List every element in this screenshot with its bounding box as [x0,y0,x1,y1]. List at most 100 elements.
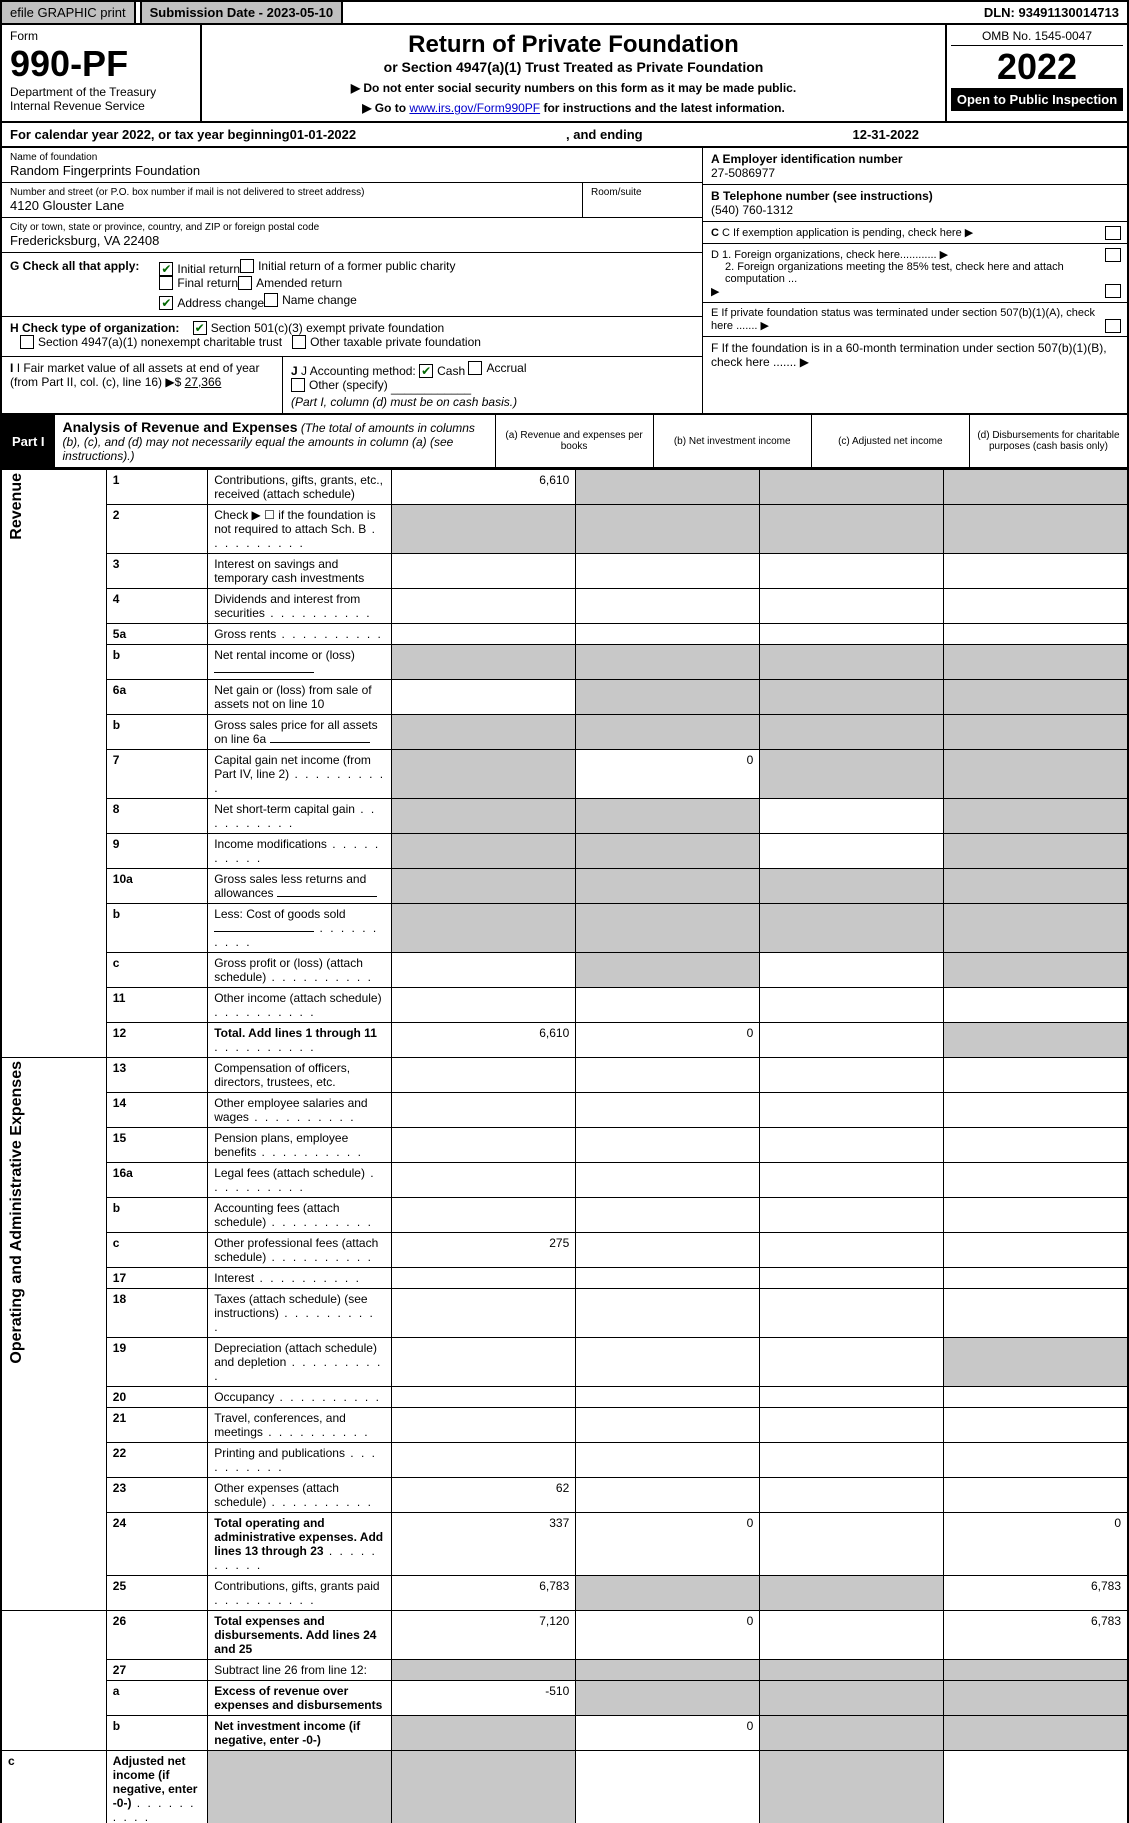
cell-c-a [392,953,576,988]
cell-12-c [760,1023,944,1058]
cell-b-dv [944,1716,1128,1751]
cell-2-b [576,505,760,554]
table-row: 20Occupancy [1,1387,1128,1408]
cell-25-dv: 6,783 [944,1576,1128,1611]
col-b-header: (b) Net investment income [653,415,811,467]
cell-5a-b [576,624,760,645]
cell-b-c [760,645,944,680]
table-row: cOther professional fees (attach schedul… [1,1233,1128,1268]
g-checkbox-1[interactable] [240,259,254,273]
cell-9-dv [944,834,1128,869]
cell-b-a [392,1198,576,1233]
cell-25-c [760,1576,944,1611]
header-right: OMB No. 1545-0047 2022 Open to Public In… [947,25,1127,121]
cell-13-dv [944,1058,1128,1093]
cell-1-dv [944,470,1128,505]
cell-22-a [392,1443,576,1478]
foundation-name: Name of foundation Random Fingerprints F… [2,148,702,183]
cell-16a-c [760,1163,944,1198]
cell-c-b [576,1233,760,1268]
cell-10a-c [760,869,944,904]
cell-22-b [576,1443,760,1478]
table-row: bGross sales price for all assets on lin… [1,715,1128,750]
table-row: 9Income modifications [1,834,1128,869]
cell-24-a: 337 [392,1513,576,1576]
submission-date: Submission Date - 2023-05-10 [140,2,344,23]
cell-13-c [760,1058,944,1093]
section-h: H Check type of organization: ✔ Section … [2,317,702,357]
g-checkbox-5[interactable] [264,293,278,307]
cell-26-dv: 6,783 [944,1611,1128,1660]
cell-b-a [392,1716,576,1751]
instructions-link[interactable]: www.irs.gov/Form990PF [409,101,540,115]
other-checkbox[interactable] [291,378,305,392]
cell-4-b [576,589,760,624]
cell-1-c [760,470,944,505]
table-row: 21Travel, conferences, and meetings [1,1408,1128,1443]
cell-14-dv [944,1093,1128,1128]
cell-a-a: -510 [392,1681,576,1716]
cell-21-dv [944,1408,1128,1443]
section-f: F If the foundation is in a 60-month ter… [703,337,1127,373]
cell-b-b [576,645,760,680]
cell-4-c [760,589,944,624]
cell-7-c [760,750,944,799]
efile-label: efile GRAPHIC print [2,2,136,23]
table-row: 16aLegal fees (attach schedule) [1,1163,1128,1198]
dln: DLN: 93491130014713 [976,2,1127,23]
col-d-header: (d) Disbursements for charitable purpose… [969,415,1127,467]
cell-13-b [576,1058,760,1093]
cell-9-a [392,834,576,869]
cell-b-a [392,904,576,953]
cell-8-b [576,799,760,834]
cell-25-b [576,1576,760,1611]
cell-2-c [760,505,944,554]
cell-5a-c [760,624,944,645]
cell-15-a [392,1128,576,1163]
calendar-year-row: For calendar year 2022, or tax year begi… [0,123,1129,148]
cell-b-c [760,904,944,953]
table-row: 18Taxes (attach schedule) (see instructi… [1,1289,1128,1338]
cell-c-dv [944,953,1128,988]
h-checkbox-2[interactable] [292,335,306,349]
cell-14-c [760,1093,944,1128]
table-row: 14Other employee salaries and wages [1,1093,1128,1128]
h-checkbox-1[interactable] [20,335,34,349]
phone: B Telephone number (see instructions) (5… [703,185,1127,222]
g-checkbox-3[interactable] [238,276,252,290]
cell-19-b [576,1338,760,1387]
cell-1-a: 6,610 [392,470,576,505]
cell-b-c [760,1198,944,1233]
cell-5a-dv [944,624,1128,645]
cell-11-dv [944,988,1128,1023]
col-c-header: (c) Adjusted net income [811,415,969,467]
table-row: 24Total operating and administrative exp… [1,1513,1128,1576]
cell-23-dv [944,1478,1128,1513]
table-row: Operating and Administrative Expenses13C… [1,1058,1128,1093]
table-row: cAdjusted net income (if negative, enter… [1,1751,1128,1823]
info-section: Name of foundation Random Fingerprints F… [0,148,1129,415]
cell-27-b [576,1660,760,1681]
table-row: 4Dividends and interest from securities [1,589,1128,624]
table-row: 22Printing and publications [1,1443,1128,1478]
cell-b-b [576,715,760,750]
cell-6a-a [392,680,576,715]
cell-12-b: 0 [576,1023,760,1058]
accrual-checkbox[interactable] [468,361,482,375]
header-left: Form 990-PF Department of the Treasury I… [2,25,202,121]
table-row: bNet investment income (if negative, ent… [1,1716,1128,1751]
cell-21-c [760,1408,944,1443]
cell-3-dv [944,554,1128,589]
cell-12-a: 6,610 [392,1023,576,1058]
g-checkbox-2[interactable] [159,276,173,290]
cell-10a-b [576,869,760,904]
g-checkbox-4[interactable]: ✔ [159,296,173,310]
cash-checkbox[interactable]: ✔ [419,364,433,378]
h-checkbox-0[interactable]: ✔ [193,321,207,335]
cell-7-dv [944,750,1128,799]
g-checkbox-0[interactable]: ✔ [159,262,173,276]
cell-5a-a [392,624,576,645]
cell-23-b [576,1478,760,1513]
cell-23-a: 62 [392,1478,576,1513]
cell-b-dv [944,1198,1128,1233]
